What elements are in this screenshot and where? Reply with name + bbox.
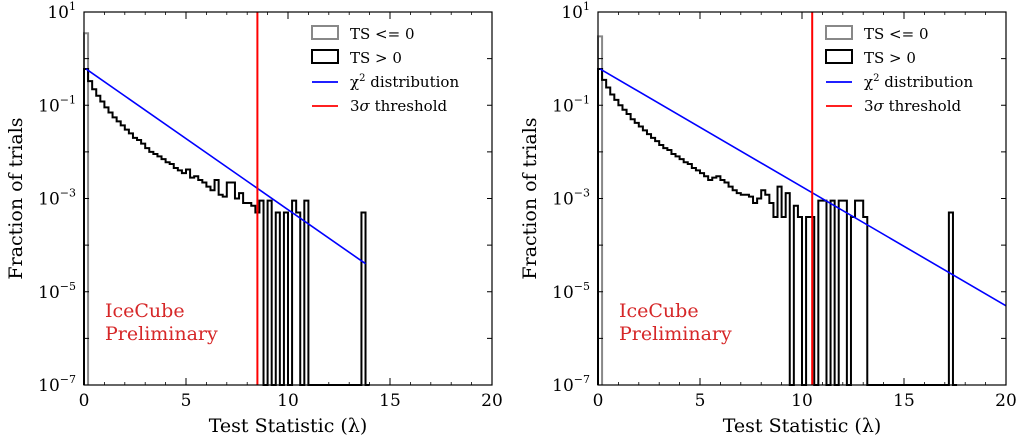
y-tick-exponent: −7 [60, 373, 76, 386]
y-tick-exponent: −5 [60, 280, 76, 293]
legend-label: TS <= 0 [864, 25, 929, 43]
y-tick-label: 10−7 [552, 373, 590, 396]
preliminary-annotation: IceCube [619, 300, 699, 322]
x-tick-label: 0 [79, 391, 90, 411]
y-tick-base: 10 [552, 96, 574, 116]
legend-sigma: σ [874, 97, 885, 115]
x-tick-label: 0 [593, 391, 604, 411]
legend-entry: TS > 0 [864, 49, 916, 67]
legend-superscript: 2 [359, 73, 365, 84]
y-tick-label: 10−7 [38, 373, 76, 396]
legend-label: 3 [864, 97, 874, 115]
x-tick-label: 5 [181, 391, 192, 411]
legend-entry: TS > 0 [350, 49, 402, 67]
x-tick-label: 10 [277, 391, 299, 411]
x-tick-label: 20 [995, 391, 1017, 411]
y-tick-exponent: −7 [574, 373, 590, 386]
preliminary-annotation: IceCube [105, 300, 185, 322]
y-tick-exponent: 1 [583, 0, 590, 13]
y-axis-label: Fraction of trials [5, 117, 27, 279]
legend-label: TS > 0 [864, 49, 916, 67]
y-tick-base: 10 [552, 283, 574, 303]
y-tick-exponent: −5 [574, 280, 590, 293]
legend-entry: TS <= 0 [350, 25, 415, 43]
legend-label: TS <= 0 [350, 25, 415, 43]
y-tick-label: 10−1 [552, 93, 590, 116]
x-tick-label: 15 [893, 391, 915, 411]
legend-entry: χ2 distribution [864, 73, 973, 91]
preliminary-annotation: Preliminary [619, 323, 732, 345]
y-tick-exponent: 1 [69, 0, 76, 13]
x-axis-label: Test Statistic (λ) [723, 415, 882, 437]
legend-swatch [825, 49, 853, 64]
legend-entry: 3σ threshold [350, 97, 447, 115]
y-tick-base: 10 [38, 283, 60, 303]
preliminary-annotation: Preliminary [105, 323, 218, 345]
legend-entry: χ2 distribution [350, 73, 459, 91]
legend-suffix: distribution [365, 73, 459, 91]
y-tick-base: 10 [38, 96, 60, 116]
y-tick-label: 10−3 [38, 187, 76, 210]
legend-superscript: 2 [873, 73, 879, 84]
legend-label: 3 [350, 97, 360, 115]
legend-label: TS > 0 [350, 49, 402, 67]
y-tick-base: 10 [552, 190, 574, 210]
y-tick-base: 10 [38, 376, 60, 396]
legend-swatch [825, 25, 853, 40]
legend-label: χ [350, 73, 359, 91]
y-tick-label: 101 [47, 0, 76, 23]
legend-suffix: threshold [884, 97, 962, 115]
y-tick-base: 10 [47, 3, 69, 23]
x-tick-label: 15 [379, 391, 401, 411]
y-tick-base: 10 [38, 190, 60, 210]
y-tick-label: 10−3 [552, 187, 590, 210]
legend-suffix: distribution [879, 73, 973, 91]
y-tick-exponent: −1 [574, 93, 590, 106]
legend-label: χ [864, 73, 873, 91]
y-tick-exponent: −3 [574, 187, 590, 200]
legend-swatch [311, 49, 339, 64]
legend-suffix: threshold [370, 97, 448, 115]
ts-gt-0-histogram [597, 67, 958, 386]
y-tick-label: 101 [561, 0, 590, 23]
x-tick-label: 10 [791, 391, 813, 411]
x-tick-label: 20 [481, 391, 503, 411]
x-axis-label: Test Statistic (λ) [209, 415, 368, 437]
x-tick-label: 5 [695, 391, 706, 411]
chi2-distribution-line [599, 68, 1007, 307]
y-tick-base: 10 [561, 3, 583, 23]
y-tick-exponent: −3 [60, 187, 76, 200]
chi2-distribution-line [85, 68, 366, 265]
y-tick-exponent: −1 [60, 93, 76, 106]
y-tick-label: 10−1 [38, 93, 76, 116]
y-tick-label: 10−5 [38, 280, 76, 303]
legend-swatch [311, 25, 339, 40]
legend-sigma: σ [360, 97, 371, 115]
legend-entry: TS <= 0 [864, 25, 929, 43]
y-axis-label: Fraction of trials [519, 117, 541, 279]
y-tick-base: 10 [552, 376, 574, 396]
y-tick-label: 10−5 [552, 280, 590, 303]
legend-entry: 3σ threshold [864, 97, 961, 115]
